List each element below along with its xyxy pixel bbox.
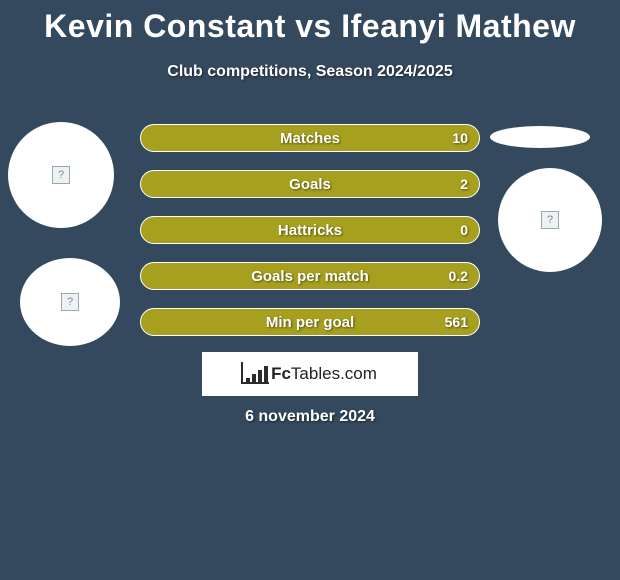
player-avatar-right-mid: ? bbox=[498, 168, 602, 272]
stat-bar: Hattricks0 bbox=[140, 216, 480, 244]
stat-bar: Min per goal561 bbox=[140, 308, 480, 336]
page-subtitle: Club competitions, Season 2024/2025 bbox=[0, 63, 620, 81]
brand-text: FcTables.com bbox=[271, 364, 377, 384]
brand-suffix: Tables.com bbox=[291, 364, 377, 383]
player-avatar-left-top: ? bbox=[8, 122, 114, 228]
stat-bar-fill bbox=[140, 216, 480, 244]
player-avatar-left-bottom: ? bbox=[20, 258, 120, 346]
brand-chart-icon bbox=[243, 364, 267, 384]
stat-bar: Goals per match0.2 bbox=[140, 262, 480, 290]
stat-bar-fill bbox=[140, 170, 480, 198]
stat-bar-fill bbox=[140, 124, 480, 152]
stat-bars: Matches10 Goals2 Hattricks0 Goals per match… bbox=[140, 124, 480, 354]
stat-bar-fill bbox=[140, 262, 480, 290]
page-title: Kevin Constant vs Ifeanyi Mathew bbox=[0, 0, 620, 45]
stat-bar-fill bbox=[140, 308, 480, 336]
decorative-ellipse bbox=[490, 126, 590, 148]
brand-badge: FcTables.com bbox=[202, 352, 418, 396]
image-placeholder-icon: ? bbox=[61, 293, 79, 311]
brand-prefix: Fc bbox=[271, 364, 291, 383]
image-placeholder-icon: ? bbox=[541, 211, 559, 229]
page-date: 6 november 2024 bbox=[0, 408, 620, 426]
stat-bar: Matches10 bbox=[140, 124, 480, 152]
stat-bar: Goals2 bbox=[140, 170, 480, 198]
image-placeholder-icon: ? bbox=[52, 166, 70, 184]
